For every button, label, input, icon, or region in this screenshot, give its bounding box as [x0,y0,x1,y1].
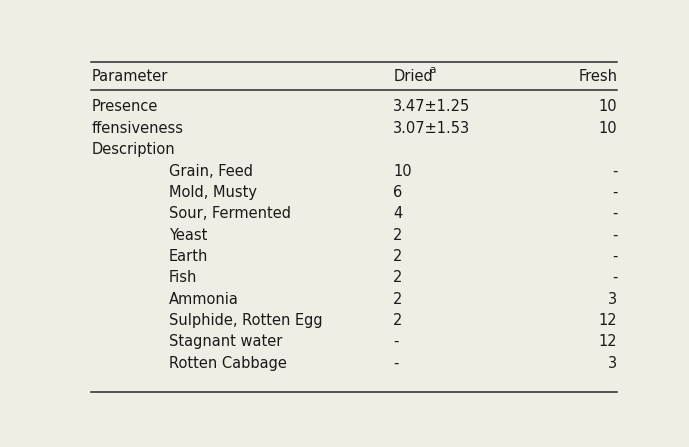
Text: 12: 12 [599,334,617,349]
Text: Sulphide, Rotten Egg: Sulphide, Rotten Egg [169,313,322,328]
Text: -: - [612,270,617,285]
Text: 10: 10 [393,164,412,178]
Text: 10: 10 [599,121,617,136]
Text: Fish: Fish [169,270,197,285]
Text: ffensiveness: ffensiveness [92,121,183,136]
Text: -: - [612,249,617,264]
Text: 3.47±1.25: 3.47±1.25 [393,100,471,114]
Text: Yeast: Yeast [169,228,207,243]
Text: 4: 4 [393,206,402,221]
Text: -: - [612,206,617,221]
Text: -: - [612,228,617,243]
Text: Fresh: Fresh [579,68,617,84]
Text: -: - [393,334,398,349]
Text: Dried: Dried [393,68,433,84]
Text: -: - [393,355,398,371]
Text: 2: 2 [393,270,402,285]
Text: Presence: Presence [92,100,158,114]
Text: 10: 10 [599,100,617,114]
Text: Stagnant water: Stagnant water [169,334,282,349]
Text: Parameter: Parameter [92,68,168,84]
Text: -: - [612,164,617,178]
Text: Earth: Earth [169,249,208,264]
Text: Rotten Cabbage: Rotten Cabbage [169,355,287,371]
Text: Mold, Musty: Mold, Musty [169,185,257,200]
Text: Ammonia: Ammonia [169,291,239,307]
Text: 2: 2 [393,249,402,264]
Text: Description: Description [92,142,175,157]
Text: a: a [429,65,436,75]
Text: 3: 3 [608,355,617,371]
Text: 12: 12 [599,313,617,328]
Text: Grain, Feed: Grain, Feed [169,164,253,178]
Text: 2: 2 [393,291,402,307]
Text: -: - [612,185,617,200]
Text: 2: 2 [393,313,402,328]
Text: Sour, Fermented: Sour, Fermented [169,206,291,221]
Text: 3: 3 [608,291,617,307]
Text: 3.07±1.53: 3.07±1.53 [393,121,471,136]
Text: 6: 6 [393,185,402,200]
Text: 2: 2 [393,228,402,243]
